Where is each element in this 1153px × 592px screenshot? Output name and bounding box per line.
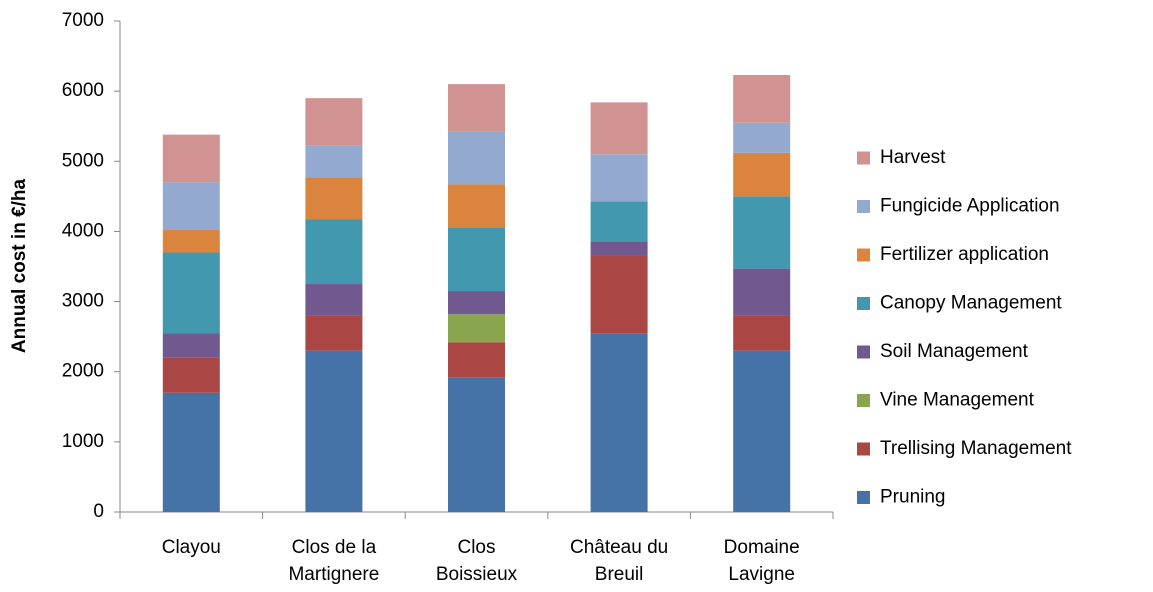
x-tick-label: Clos de la Martignere [288, 537, 380, 585]
bar-segment [305, 350, 363, 512]
legend-label: Fungicide Application [880, 196, 1060, 217]
y-tick-label: 6000 [62, 80, 104, 101]
bar-segment [590, 102, 648, 155]
legend-swatch [857, 151, 870, 165]
bar-segment [590, 241, 648, 256]
legend-label: Canopy Management [880, 293, 1062, 314]
bar-segment [448, 314, 505, 343]
bar-segment [162, 357, 220, 393]
bar-segment [733, 152, 791, 197]
legend-swatch [857, 442, 870, 456]
bar-segment [733, 268, 791, 316]
legend-swatch [857, 248, 870, 262]
legend-swatch [857, 200, 870, 213]
legend-label: Trellising Management [880, 438, 1072, 459]
legend-swatch [857, 491, 870, 504]
bar-segment [448, 184, 505, 228]
legend-swatch [857, 345, 870, 359]
bar-segment [162, 182, 220, 231]
bar-segment [162, 230, 220, 253]
bar-segment [590, 154, 648, 202]
legend-label: Soil Management [880, 341, 1029, 362]
legend-swatch [857, 297, 870, 310]
bar-segment [733, 196, 791, 269]
y-tick-label: 2000 [62, 361, 104, 382]
legend-label: Vine Management [880, 390, 1035, 411]
y-tick-label: 3000 [62, 291, 104, 312]
bar-segment [448, 377, 505, 512]
y-tick-label: 1000 [62, 431, 104, 452]
bar-segment [305, 98, 363, 146]
bar-segment [305, 177, 363, 220]
bar-segment [305, 315, 363, 351]
legend-label: Harvest [880, 147, 946, 168]
legend-label: Pruning [880, 487, 946, 508]
bar-segment [448, 84, 505, 132]
bar-segment [448, 227, 505, 292]
bar-segment [448, 342, 505, 378]
y-tick-label: 4000 [62, 220, 104, 241]
x-tick-label: Clos Boissieux [435, 537, 518, 585]
legend-label: Fertilizer application [880, 244, 1049, 265]
bar-segment [733, 75, 791, 123]
bar-segment [733, 350, 791, 512]
y-tick-label: 0 [93, 501, 104, 522]
bar-segment [590, 333, 648, 512]
bar-segment [162, 252, 220, 334]
bar-segment [305, 219, 363, 285]
legend-swatch [857, 394, 870, 407]
x-tick-label: Château du Breuil [569, 537, 669, 585]
bar-segment [305, 284, 363, 316]
bar-segment [448, 291, 505, 315]
x-tick-label: Clayou [161, 537, 221, 558]
bar-segment [590, 201, 648, 242]
bar-segment [733, 315, 791, 351]
bar-segment [590, 255, 648, 334]
x-tick-label: Domaine Lavigne [723, 537, 800, 585]
bar-segment [162, 134, 220, 183]
y-axis-label: Annual cost in €/ha [9, 178, 30, 353]
bar-segment [305, 145, 363, 178]
y-tick-label: 5000 [62, 150, 104, 171]
bar-segment [448, 131, 505, 185]
bar-segment [162, 392, 220, 512]
bar-segment [162, 333, 220, 358]
bar-segment [733, 122, 791, 153]
y-tick-label: 7000 [62, 10, 104, 31]
